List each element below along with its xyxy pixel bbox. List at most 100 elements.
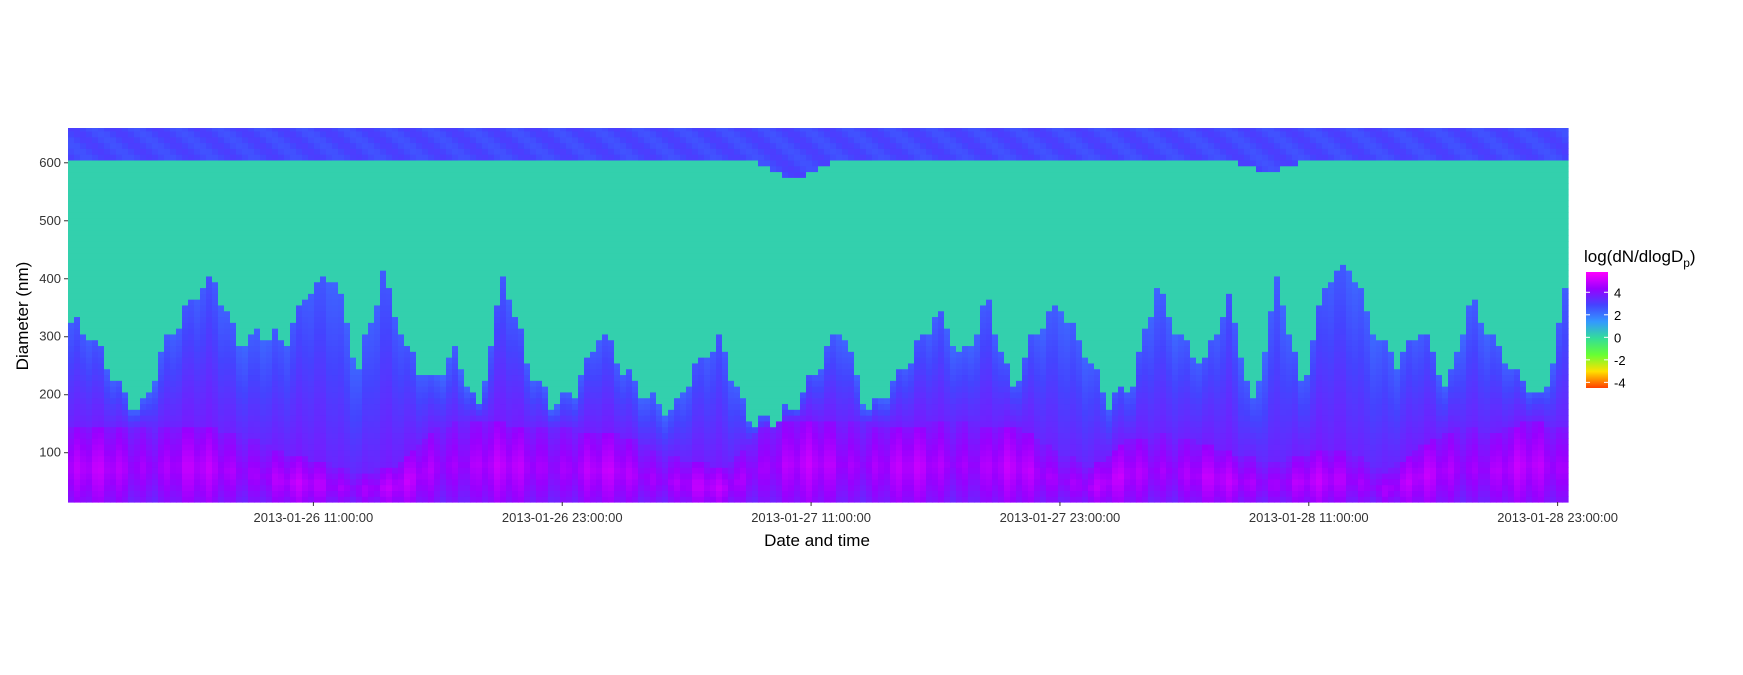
heatmap-cell (398, 456, 405, 462)
heatmap-cell (92, 496, 99, 502)
heatmap-cell (158, 369, 165, 375)
heatmap-cell (140, 432, 147, 438)
heatmap-cell (434, 438, 441, 444)
heatmap-cell (350, 386, 357, 392)
heatmap-cell (296, 479, 303, 485)
heatmap-cell (74, 218, 81, 224)
heatmap-cell (170, 299, 177, 305)
heatmap-cell (170, 293, 177, 299)
heatmap-cell (500, 485, 507, 491)
heatmap-cell (410, 386, 417, 392)
heatmap-cell (452, 183, 459, 189)
heatmap-cell (344, 496, 351, 502)
heatmap-cell (332, 340, 339, 346)
heatmap-cell (446, 444, 453, 450)
heatmap-cell (248, 351, 255, 357)
heatmap-cell (230, 485, 237, 491)
heatmap-cell (350, 490, 357, 496)
heatmap-cell (170, 322, 177, 328)
heatmap-cell (140, 461, 147, 467)
heatmap-cell (272, 456, 279, 462)
heatmap-cell (500, 305, 507, 311)
heatmap-cell (152, 473, 159, 479)
heatmap-cell (266, 450, 273, 456)
heatmap-cell (464, 247, 471, 253)
heatmap-cell (344, 143, 351, 149)
heatmap-cell (290, 432, 297, 438)
heatmap-cell (140, 258, 147, 264)
heatmap-cell (368, 287, 375, 293)
heatmap-cell (392, 128, 399, 132)
heatmap-cell (68, 287, 75, 293)
heatmap-cell (338, 398, 345, 404)
heatmap-cell (488, 171, 495, 177)
heatmap-cell (344, 305, 351, 311)
heatmap-cell (332, 166, 339, 172)
heatmap-cell (368, 218, 375, 224)
heatmap-cell (404, 160, 411, 166)
heatmap-cell (248, 380, 255, 386)
heatmap-cell (230, 496, 237, 502)
heatmap-cell (524, 461, 531, 467)
heatmap-cell (308, 473, 315, 479)
heatmap-cell (494, 241, 501, 247)
heatmap-cell (326, 374, 333, 380)
heatmap-cell (116, 241, 123, 247)
heatmap-cell (476, 299, 483, 305)
heatmap-cell (200, 293, 207, 299)
heatmap-cell (446, 398, 453, 404)
heatmap-cell (212, 171, 219, 177)
heatmap-cell (86, 137, 93, 143)
heatmap-cell (200, 496, 207, 502)
heatmap-cell (470, 253, 477, 259)
heatmap-cell (476, 148, 483, 154)
heatmap-cell (248, 490, 255, 496)
heatmap-cell (506, 357, 513, 363)
heatmap-cell (218, 479, 225, 485)
heatmap-cell (290, 485, 297, 491)
heatmap-cell (248, 438, 255, 444)
heatmap-cell (242, 334, 249, 340)
heatmap-cell (524, 345, 531, 351)
heatmap-cell (356, 128, 363, 132)
heatmap-cell (182, 427, 189, 433)
heatmap-cell (314, 386, 321, 392)
heatmap-cell (434, 166, 441, 172)
heatmap-cell (500, 334, 507, 340)
heatmap-cell (386, 427, 393, 433)
heatmap-cell (332, 322, 339, 328)
heatmap-cell (182, 479, 189, 485)
heatmap-cell (230, 369, 237, 375)
heatmap-cell (182, 276, 189, 282)
heatmap-cell (476, 432, 483, 438)
heatmap-cell (206, 444, 213, 450)
heatmap-cell (422, 450, 429, 456)
heatmap-cell (128, 183, 135, 189)
heatmap-cell (338, 386, 345, 392)
heatmap-cell (98, 351, 105, 357)
heatmap-cell (212, 473, 219, 479)
heatmap-cell (224, 421, 231, 427)
heatmap-cell (176, 363, 183, 369)
heatmap-cell (362, 490, 369, 496)
heatmap-cell (188, 229, 195, 235)
heatmap-cell (416, 282, 423, 288)
heatmap-cell (296, 461, 303, 467)
heatmap-cell (410, 403, 417, 409)
heatmap-cell (470, 322, 477, 328)
heatmap-cell (188, 450, 195, 456)
heatmap-cell (74, 137, 81, 143)
heatmap-cell (302, 218, 309, 224)
heatmap-cell (488, 427, 495, 433)
heatmap-cell (170, 456, 177, 462)
heatmap-cell (272, 415, 279, 421)
heatmap-cell (434, 427, 441, 433)
heatmap-cell (344, 224, 351, 230)
heatmap-cell (470, 189, 477, 195)
heatmap-cell (254, 444, 261, 450)
heatmap-cell (218, 316, 225, 322)
heatmap-cell (410, 450, 417, 456)
heatmap-cell (152, 247, 159, 253)
heatmap-cell (164, 264, 171, 270)
heatmap-cell (446, 299, 453, 305)
